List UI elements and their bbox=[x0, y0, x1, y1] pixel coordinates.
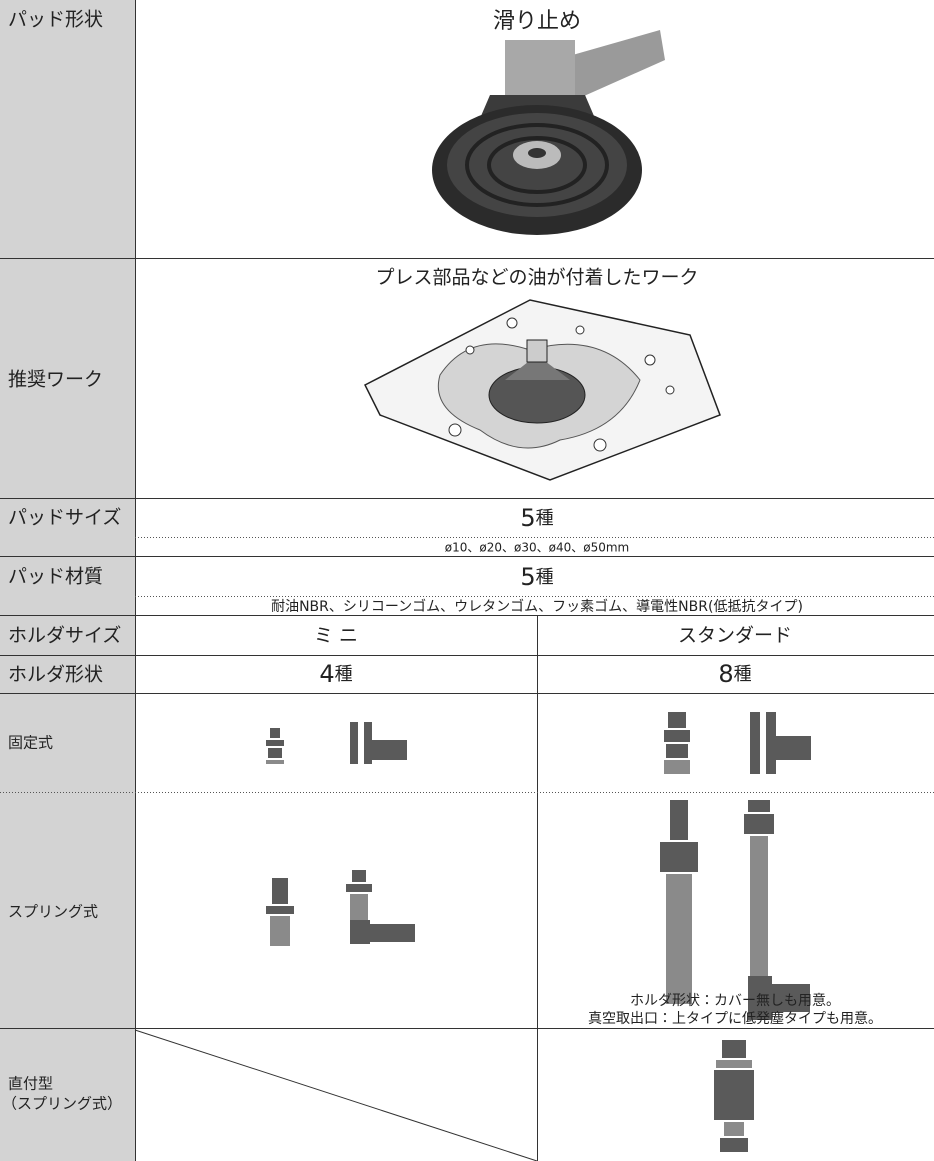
detail: ø10、ø20、ø30、ø40、ø50mm bbox=[445, 541, 629, 555]
label-column bbox=[0, 0, 135, 1161]
work-caption: プレス部品などの油が付着したワーク bbox=[375, 267, 698, 289]
direct-mount-icon bbox=[714, 1040, 754, 1152]
row-label: ホルダサイズ bbox=[8, 625, 121, 647]
count-unit: 種 bbox=[335, 664, 353, 685]
row-label: （スプリング式） bbox=[2, 1095, 122, 1113]
fixed-holder-icons bbox=[266, 712, 811, 774]
row-label: スプリング式 bbox=[8, 903, 98, 921]
count: 8種 bbox=[718, 660, 751, 688]
count-unit: 種 bbox=[536, 508, 554, 529]
standard-size: スタンダード bbox=[678, 625, 792, 647]
count: 5種 bbox=[520, 504, 553, 532]
row-label: パッドサイズ bbox=[8, 507, 121, 529]
count: 4種 bbox=[319, 660, 352, 688]
pad-title: 滑り止め bbox=[493, 9, 581, 34]
mini-size: ミ ニ bbox=[314, 625, 358, 647]
row-label: パッド材質 bbox=[8, 566, 103, 588]
count-number: 5 bbox=[520, 563, 535, 591]
count-unit: 種 bbox=[734, 664, 752, 685]
count-number: 4 bbox=[319, 660, 334, 688]
row-label: 推奨ワーク bbox=[8, 369, 103, 391]
count-unit: 種 bbox=[536, 567, 554, 588]
row-label: ホルダ形状 bbox=[8, 664, 103, 686]
row-label: 直付型 bbox=[8, 1075, 53, 1093]
spring-holder-icons bbox=[266, 800, 810, 1020]
row-label: パッド形状 bbox=[8, 9, 103, 31]
pad-image bbox=[432, 30, 665, 235]
workpiece-image bbox=[363, 299, 721, 481]
note: ホルダ形状：カバー無しも用意。 bbox=[630, 993, 840, 1009]
row-label: 固定式 bbox=[8, 734, 53, 752]
count: 5種 bbox=[520, 563, 553, 591]
detail: 耐油NBR、シリコーンゴム、ウレタンゴム、フッ素ゴム、導電性NBR(低抵抗タイプ… bbox=[271, 598, 803, 615]
count-number: 5 bbox=[520, 504, 535, 532]
count-number: 8 bbox=[718, 660, 733, 688]
note: 真空取出口：上タイプに低発塵タイプも用意。 bbox=[588, 1011, 882, 1027]
